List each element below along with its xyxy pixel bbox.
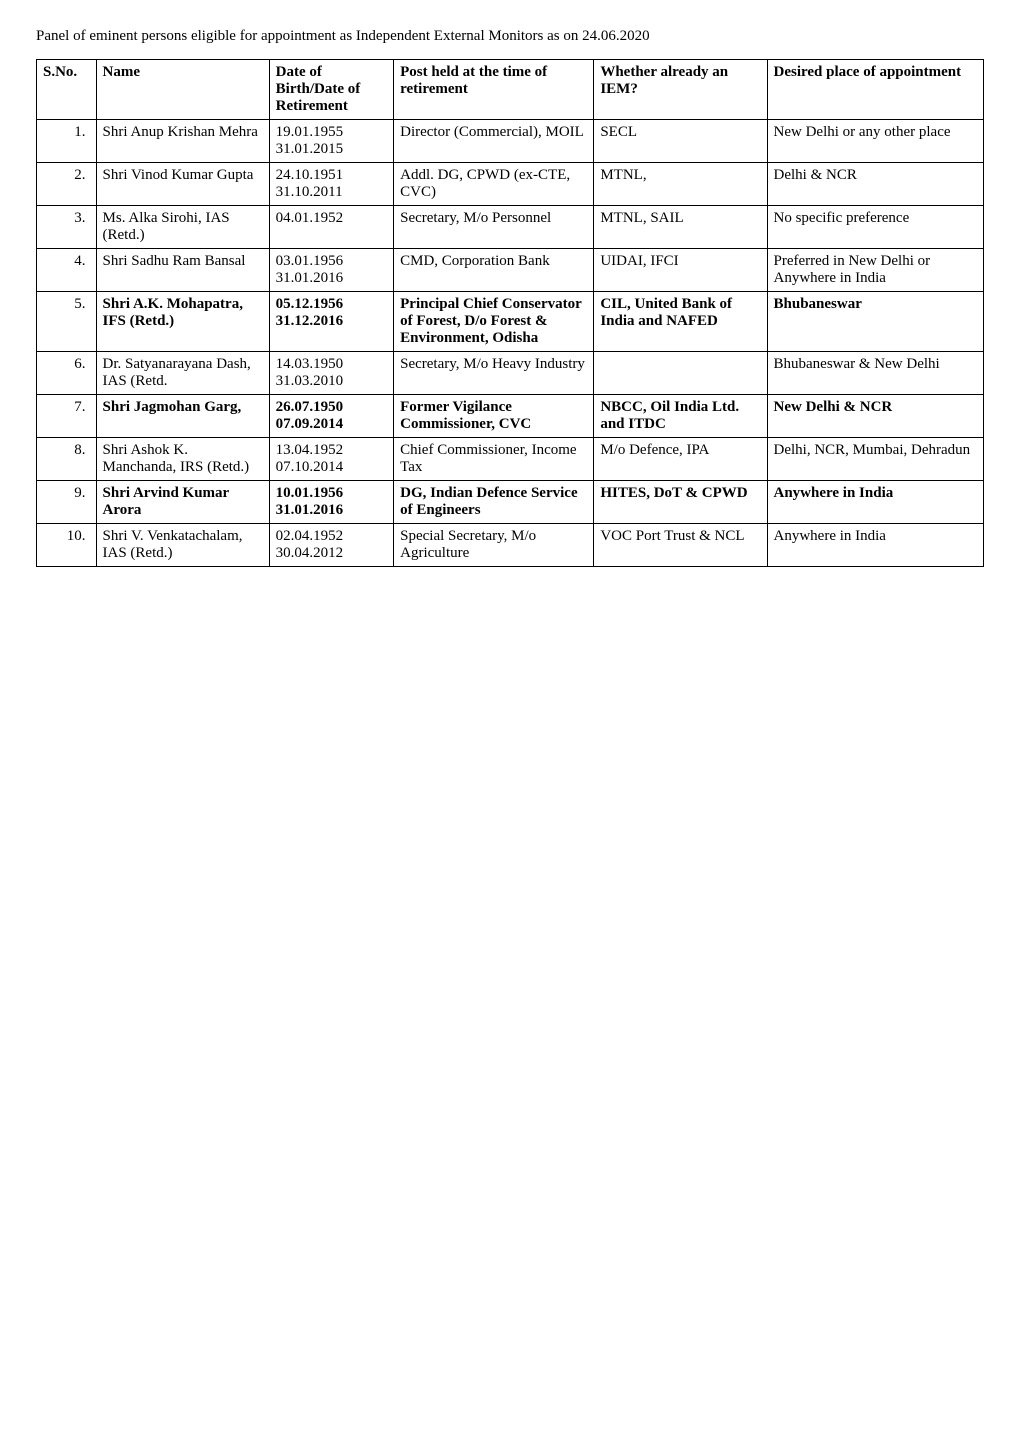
col-header-dob: Date of Birth/Date of Retirement	[269, 60, 393, 120]
cell-dob: 04.01.1952	[269, 206, 393, 249]
cell-name: Ms. Alka Sirohi, IAS (Retd.)	[96, 206, 269, 249]
cell-dob: 26.07.1950 07.09.2014	[269, 395, 393, 438]
table-row: 10.Shri V. Venkatachalam, IAS (Retd.)02.…	[37, 524, 984, 567]
cell-name: Shri Jagmohan Garg,	[96, 395, 269, 438]
cell-iem: VOC Port Trust & NCL	[594, 524, 767, 567]
col-header-sno: S.No.	[37, 60, 97, 120]
table-row: 3.Ms. Alka Sirohi, IAS (Retd.)04.01.1952…	[37, 206, 984, 249]
cell-sno: 5.	[37, 292, 97, 352]
cell-name: Shri Ashok K. Manchanda, IRS (Retd.)	[96, 438, 269, 481]
cell-iem: MTNL, SAIL	[594, 206, 767, 249]
page-title: Panel of eminent persons eligible for ap…	[36, 28, 984, 45]
cell-dob: 03.01.1956 31.01.2016	[269, 249, 393, 292]
cell-sno: 8.	[37, 438, 97, 481]
table-row: 2.Shri Vinod Kumar Gupta24.10.1951 31.10…	[37, 163, 984, 206]
cell-iem: NBCC, Oil India Ltd. and ITDC	[594, 395, 767, 438]
cell-name: Dr. Satyanarayana Dash, IAS (Retd.	[96, 352, 269, 395]
cell-place: Delhi & NCR	[767, 163, 984, 206]
cell-sno: 1.	[37, 120, 97, 163]
cell-name: Shri Arvind Kumar Arora	[96, 481, 269, 524]
cell-sno: 9.	[37, 481, 97, 524]
cell-post: Secretary, M/o Heavy Industry	[394, 352, 594, 395]
col-header-place: Desired place of appointment	[767, 60, 984, 120]
cell-name: Shri A.K. Mohapatra, IFS (Retd.)	[96, 292, 269, 352]
cell-dob: 10.01.1956 31.01.2016	[269, 481, 393, 524]
cell-name: Shri Sadhu Ram Bansal	[96, 249, 269, 292]
table-row: 5.Shri A.K. Mohapatra, IFS (Retd.)05.12.…	[37, 292, 984, 352]
cell-dob: 19.01.1955 31.01.2015	[269, 120, 393, 163]
cell-post: Chief Commissioner, Income Tax	[394, 438, 594, 481]
table-row: 9.Shri Arvind Kumar Arora10.01.1956 31.0…	[37, 481, 984, 524]
col-header-name: Name	[96, 60, 269, 120]
panel-table: S.No. Name Date of Birth/Date of Retirem…	[36, 59, 984, 567]
cell-post: CMD, Corporation Bank	[394, 249, 594, 292]
cell-place: New Delhi & NCR	[767, 395, 984, 438]
cell-iem: SECL	[594, 120, 767, 163]
cell-name: Shri Anup Krishan Mehra	[96, 120, 269, 163]
cell-place: Delhi, NCR, Mumbai, Dehradun	[767, 438, 984, 481]
cell-post: Addl. DG, CPWD (ex-CTE, CVC)	[394, 163, 594, 206]
table-row: 4.Shri Sadhu Ram Bansal03.01.1956 31.01.…	[37, 249, 984, 292]
cell-post: DG, Indian Defence Service of Engineers	[394, 481, 594, 524]
cell-place: No specific preference	[767, 206, 984, 249]
cell-post: Principal Chief Conservator of Forest, D…	[394, 292, 594, 352]
cell-sno: 3.	[37, 206, 97, 249]
col-header-post: Post held at the time of retirement	[394, 60, 594, 120]
col-header-iem: Whether already an IEM?	[594, 60, 767, 120]
cell-dob: 02.04.1952 30.04.2012	[269, 524, 393, 567]
table-row: 8.Shri Ashok K. Manchanda, IRS (Retd.)13…	[37, 438, 984, 481]
table-row: 7.Shri Jagmohan Garg,26.07.1950 07.09.20…	[37, 395, 984, 438]
cell-name: Shri Vinod Kumar Gupta	[96, 163, 269, 206]
cell-place: Preferred in New Delhi or Anywhere in In…	[767, 249, 984, 292]
cell-sno: 10.	[37, 524, 97, 567]
cell-dob: 05.12.1956 31.12.2016	[269, 292, 393, 352]
cell-post: Director (Commercial), MOIL	[394, 120, 594, 163]
cell-place: Anywhere in India	[767, 524, 984, 567]
table-row: 6.Dr. Satyanarayana Dash, IAS (Retd.14.0…	[37, 352, 984, 395]
table-row: 1.Shri Anup Krishan Mehra19.01.1955 31.0…	[37, 120, 984, 163]
cell-iem: CIL, United Bank of India and NAFED	[594, 292, 767, 352]
cell-place: Bhubaneswar	[767, 292, 984, 352]
cell-sno: 7.	[37, 395, 97, 438]
cell-post: Special Secretary, M/o Agriculture	[394, 524, 594, 567]
cell-place: Bhubaneswar & New Delhi	[767, 352, 984, 395]
cell-iem: UIDAI, IFCI	[594, 249, 767, 292]
table-header-row: S.No. Name Date of Birth/Date of Retirem…	[37, 60, 984, 120]
cell-post: Former Vigilance Commissioner, CVC	[394, 395, 594, 438]
cell-sno: 2.	[37, 163, 97, 206]
cell-sno: 4.	[37, 249, 97, 292]
cell-name: Shri V. Venkatachalam, IAS (Retd.)	[96, 524, 269, 567]
cell-post: Secretary, M/o Personnel	[394, 206, 594, 249]
cell-sno: 6.	[37, 352, 97, 395]
cell-place: Anywhere in India	[767, 481, 984, 524]
cell-dob: 14.03.1950 31.03.2010	[269, 352, 393, 395]
cell-place: New Delhi or any other place	[767, 120, 984, 163]
cell-iem: M/o Defence, IPA	[594, 438, 767, 481]
cell-iem: MTNL,	[594, 163, 767, 206]
cell-iem: HITES, DoT & CPWD	[594, 481, 767, 524]
cell-iem	[594, 352, 767, 395]
cell-dob: 24.10.1951 31.10.2011	[269, 163, 393, 206]
cell-dob: 13.04.1952 07.10.2014	[269, 438, 393, 481]
